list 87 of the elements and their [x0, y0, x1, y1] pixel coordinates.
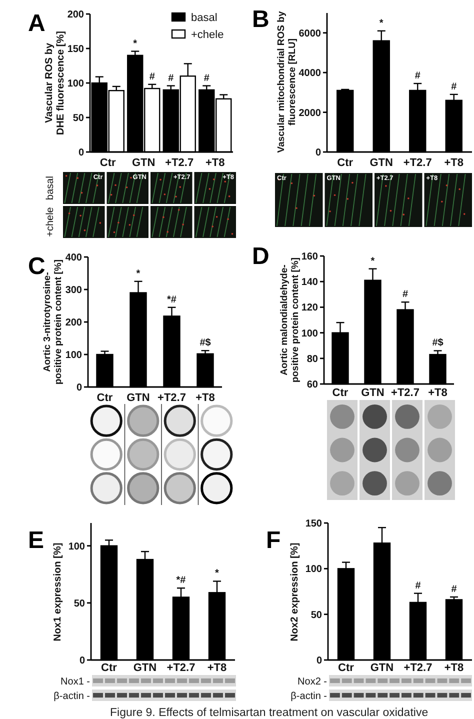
annotation: # — [168, 72, 174, 84]
x-tick-label: Ctr — [337, 157, 354, 169]
y-tick-label: 100 — [305, 564, 322, 576]
annotation: # — [451, 81, 458, 92]
y-tick-label: 0 — [79, 656, 86, 666]
y-tick-label: 100 — [301, 328, 318, 340]
annotation: # — [415, 580, 422, 592]
y-tick-label: 100 — [68, 541, 86, 552]
caption: Figure 9. Effects of telmisartan treatment on vascular oxidative — [110, 707, 428, 719]
x-tick-label: +T2.7 — [391, 387, 420, 399]
y-axis-title: Vascular ROS by DHE fluorescence [%] — [44, 31, 66, 135]
annotation: # — [451, 584, 458, 595]
annotation: * — [215, 568, 220, 580]
x-tick-label: Ctr — [100, 157, 117, 169]
y-tick-label: 150 — [67, 44, 84, 55]
text: +chele — [45, 207, 56, 237]
y-tick-label: 160 — [301, 252, 318, 262]
y-axis-title: Aortic malondialdehyde- positive protein content [%] — [278, 257, 301, 383]
x-tick-label: +T2.7 — [158, 392, 186, 404]
x-tick-label: GTN — [370, 662, 394, 674]
legend-label: basal — [191, 12, 218, 24]
chart-title: F — [266, 527, 281, 554]
annotation: *# — [167, 294, 177, 306]
x-tick-label: GTN — [126, 392, 150, 404]
y-tick-label: 50 — [74, 598, 86, 610]
y-tick-label: 50 — [310, 610, 322, 621]
annotation: * — [370, 256, 375, 267]
y-tick-label: 200 — [67, 10, 84, 20]
chart-title: E — [28, 527, 44, 554]
text: β-actin - — [290, 690, 327, 702]
chart-title: D — [252, 243, 270, 270]
y-tick-label: 4000 — [298, 68, 322, 80]
y-tick-label: 140 — [301, 277, 318, 288]
x-tick-label: +T8 — [444, 662, 464, 674]
y-tick-label: 80 — [306, 354, 318, 365]
x-tick-label: Ctr — [96, 392, 114, 404]
y-tick-label: 100 — [65, 350, 82, 361]
x-tick-label: Ctr — [101, 662, 118, 674]
text: basal — [45, 176, 56, 200]
x-tick-label: +T8 — [205, 157, 225, 169]
x-tick-label: Ctr — [338, 662, 355, 674]
x-tick-label: GTN — [133, 662, 157, 674]
y-tick-label: 0 — [78, 148, 84, 158]
y-tick-label: 400 — [65, 252, 82, 264]
x-tick-label: +T8 — [428, 387, 448, 399]
annotation: * — [379, 18, 384, 29]
y-tick-label: 60 — [306, 380, 318, 390]
annotation: # — [414, 70, 421, 82]
text: β-actin - — [54, 690, 90, 702]
text: Nox2 - — [298, 676, 327, 688]
annotation: #$ — [432, 338, 444, 349]
x-tick-label: +T8 — [207, 662, 227, 674]
x-tick-label: +T8 — [196, 392, 215, 404]
x-tick-label: Ctr — [332, 387, 349, 399]
x-tick-label: GTN — [132, 157, 156, 169]
y-tick-label: 100 — [67, 78, 84, 90]
y-tick-label: 0 — [315, 148, 322, 158]
y-axis-title: Nox1 expression [%] — [52, 542, 64, 642]
x-tick-label: +T8 — [444, 157, 464, 169]
annotation: * — [133, 38, 138, 50]
legend-label: +chele — [191, 29, 224, 41]
annotation: * — [136, 268, 140, 280]
y-tick-label: 2000 — [298, 108, 322, 119]
x-tick-label: GTN — [370, 157, 394, 169]
y-tick-label: 200 — [65, 318, 82, 328]
y-tick-label: 0 — [316, 656, 322, 666]
chart-title: A — [28, 10, 46, 37]
x-tick-label: GTN — [361, 387, 384, 399]
y-tick-label: 300 — [65, 285, 82, 296]
y-axis-title: Nox2 expression [%] — [290, 542, 300, 642]
y-tick-label: 6000 — [298, 28, 322, 40]
annotation: #$ — [200, 338, 212, 349]
annotation: # — [204, 72, 210, 84]
x-tick-label: +T2.7 — [165, 157, 194, 169]
x-tick-label: +T2.7 — [403, 157, 432, 169]
chart-title: B — [252, 6, 270, 33]
y-axis-title: Vascular mitochondrial ROS by fluorescence [RLU] — [276, 10, 298, 153]
y-tick-label: 120 — [301, 302, 318, 314]
y-tick-label: 0 — [76, 382, 82, 394]
text: Nox1 - — [60, 676, 90, 688]
y-tick-label: 150 — [305, 518, 322, 530]
x-tick-label: +T2.7 — [404, 662, 432, 674]
annotation: *# — [176, 575, 186, 586]
x-tick-label: +T2.7 — [166, 662, 196, 674]
annotation: # — [402, 289, 408, 300]
y-tick-label: 50 — [72, 113, 84, 124]
annotation: # — [149, 71, 156, 82]
